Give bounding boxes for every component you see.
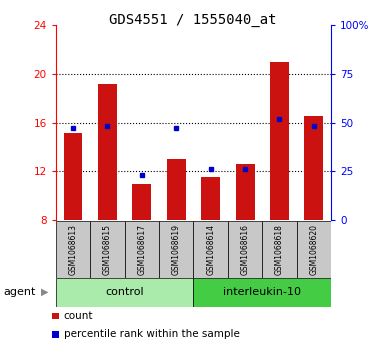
Bar — [236, 164, 254, 220]
Text: GSM1068619: GSM1068619 — [172, 224, 181, 275]
Bar — [201, 177, 220, 220]
Text: GSM1068614: GSM1068614 — [206, 224, 215, 275]
Bar — [64, 134, 82, 220]
Text: GSM1068618: GSM1068618 — [275, 224, 284, 275]
Text: GSM1068620: GSM1068620 — [310, 224, 318, 275]
Bar — [297, 221, 331, 278]
Text: interleukin-10: interleukin-10 — [223, 287, 301, 297]
Bar — [262, 221, 297, 278]
Bar — [56, 278, 194, 307]
Bar — [56, 221, 90, 278]
Bar — [125, 221, 159, 278]
Bar — [159, 221, 194, 278]
Bar — [194, 221, 228, 278]
Bar — [90, 221, 125, 278]
Text: GDS4551 / 1555040_at: GDS4551 / 1555040_at — [109, 13, 276, 27]
Text: agent: agent — [4, 287, 36, 297]
Text: percentile rank within the sample: percentile rank within the sample — [64, 329, 239, 339]
Bar — [270, 62, 289, 220]
Text: control: control — [105, 287, 144, 297]
Bar — [132, 184, 151, 220]
Text: GSM1068615: GSM1068615 — [103, 224, 112, 275]
Bar — [167, 159, 186, 220]
Bar — [305, 117, 323, 220]
Text: GSM1068617: GSM1068617 — [137, 224, 146, 275]
Text: GSM1068616: GSM1068616 — [241, 224, 249, 275]
Bar — [228, 221, 262, 278]
Text: count: count — [64, 311, 93, 321]
Bar — [194, 278, 331, 307]
Text: GSM1068613: GSM1068613 — [69, 224, 77, 275]
Text: ▶: ▶ — [40, 287, 48, 297]
Bar — [98, 83, 117, 220]
